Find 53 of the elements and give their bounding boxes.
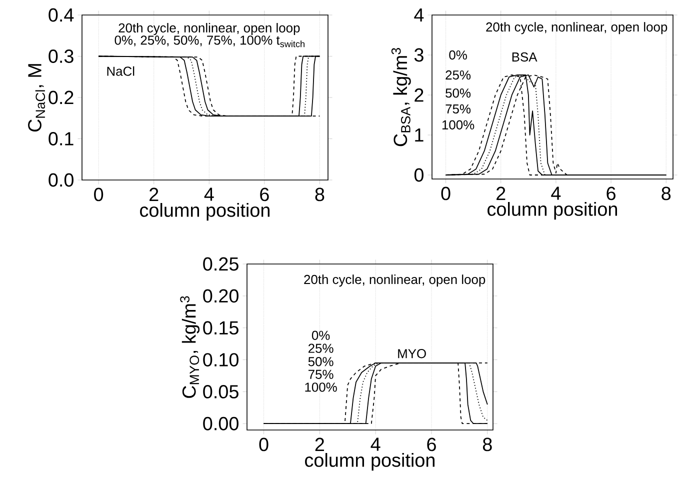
annotation: 100% [442, 120, 474, 130]
annotation: 0% [449, 50, 467, 60]
x-axis-title: column position [488, 202, 617, 220]
y-tick-label: 3 [414, 48, 424, 62]
y-tick-label: 0.20 [203, 289, 238, 303]
x-tick-label: 8 [482, 438, 492, 452]
x-tick-label: 6 [427, 438, 436, 452]
y-tick-label: 0.10 [203, 353, 238, 366]
y-tick-label: 0.25 [203, 257, 238, 271]
annotation: 0% [312, 330, 330, 340]
x-tick-label: 0 [259, 438, 268, 452]
annotation: 25% [446, 70, 471, 80]
y-tick-label: 0.1 [48, 132, 74, 146]
x-tick-label: 4 [551, 186, 561, 200]
annotation: 75% [308, 370, 334, 379]
y-axis-title: C$_{NaCl}$, M [28, 64, 46, 132]
annotation: NaCl [107, 66, 134, 76]
y-tick-label: 0.0 [48, 173, 74, 187]
y-tick-label: 4 [414, 8, 424, 22]
annotation: 20th cycle, nonlinear, open loop [118, 22, 300, 36]
annotation: 50% [446, 88, 471, 98]
annotation: 20th cycle, nonlinear, open loop [304, 274, 486, 287]
x-axis-title: column position [305, 453, 434, 471]
annotation: 20th cycle, nonlinear, open loop [486, 22, 668, 34]
x-axis-title: column position [140, 203, 270, 221]
x-tick-label: 2 [315, 438, 324, 451]
y-tick-label: 0.05 [203, 384, 238, 398]
y-tick-label: 0.4 [48, 8, 74, 22]
x-tick-label: 8 [662, 186, 671, 200]
x-tick-label: 2 [496, 186, 506, 200]
x-tick-label: 6 [260, 188, 269, 202]
annotation: 0%, 25%, 50%, 75%, 100% t$_{switch}$ [114, 36, 304, 48]
x-tick-label: 8 [315, 188, 324, 202]
x-tick-label: 0 [94, 188, 104, 202]
annotation: BSA [512, 52, 538, 62]
x-tick-label: 2 [150, 188, 158, 201]
y-axis-title: C$_{BSA}$, kg/m$^{3}$ [391, 48, 411, 146]
annotation: 25% [308, 344, 334, 353]
annotation: 100% [305, 382, 337, 392]
annotation: MYO [398, 349, 426, 358]
annotation: 75% [446, 104, 471, 114]
x-tick-label: 6 [606, 186, 616, 200]
y-tick-label: 0.15 [203, 321, 238, 335]
y-tick-label: 0 [414, 168, 424, 182]
y-tick-label: 2 [414, 88, 424, 102]
annotation: 50% [308, 357, 334, 366]
y-axis-title: C$_{MYO}$, kg/m$^{3}$ [180, 296, 200, 398]
x-tick-label: 0 [441, 186, 450, 200]
y-tick-label: 1 [415, 128, 424, 142]
y-tick-label: 0.2 [48, 90, 74, 104]
y-tick-label: 0.00 [203, 416, 238, 430]
x-tick-label: 4 [370, 438, 380, 451]
y-tick-label: 0.3 [48, 50, 74, 63]
